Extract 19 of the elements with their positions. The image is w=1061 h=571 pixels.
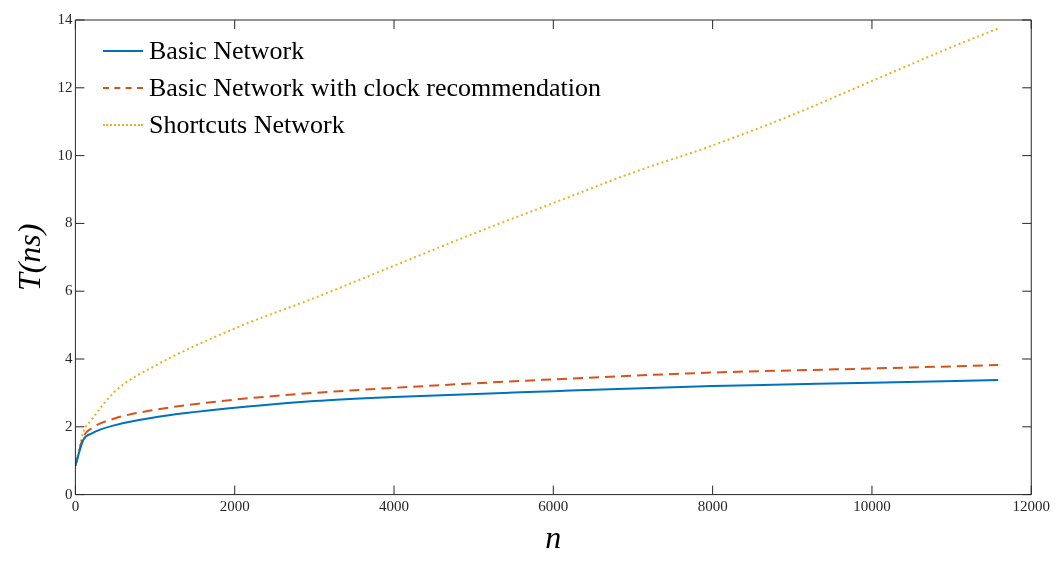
y-tick-label: 8 (64, 214, 73, 231)
legend-label: Basic Network (149, 35, 305, 67)
y-tick-label: 2 (64, 417, 73, 434)
y-axis-title: T(ns) (10, 223, 47, 292)
y-tick-label: 14 (57, 10, 73, 27)
legend-label: Basic Network with clock recommendation (149, 72, 601, 104)
y-tick-label: 4 (64, 349, 73, 366)
y-tick-label: 6 (64, 282, 73, 299)
x-axis-title: n (545, 519, 562, 556)
y-tick-label: 0 (64, 485, 73, 502)
x-tick-label: 2000 (219, 497, 250, 514)
legend-label: Shortcuts Network (149, 109, 345, 141)
x-tick-label: 8000 (697, 497, 728, 514)
x-tick-label: 12000 (1012, 497, 1050, 514)
x-tick-label: 4000 (379, 497, 410, 514)
y-tick-label: 10 (57, 146, 73, 163)
x-tick-label: 6000 (538, 497, 569, 514)
y-tick-label: 12 (57, 78, 73, 95)
x-tick-label: 10000 (853, 497, 891, 514)
